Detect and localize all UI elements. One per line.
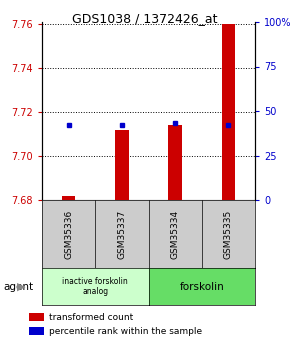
Bar bbox=[115, 130, 128, 200]
Text: GSM35335: GSM35335 bbox=[224, 209, 233, 259]
Bar bbox=[222, 24, 235, 200]
Bar bbox=[62, 196, 75, 200]
Text: ▶: ▶ bbox=[17, 282, 26, 292]
Text: inactive forskolin
analog: inactive forskolin analog bbox=[62, 277, 128, 296]
Bar bbox=[168, 125, 182, 200]
Text: GSM35337: GSM35337 bbox=[117, 209, 126, 259]
Text: transformed count: transformed count bbox=[49, 313, 134, 322]
Text: GDS1038 / 1372426_at: GDS1038 / 1372426_at bbox=[72, 12, 218, 25]
Text: GSM35336: GSM35336 bbox=[64, 209, 73, 259]
Text: percentile rank within the sample: percentile rank within the sample bbox=[49, 327, 202, 336]
Text: forskolin: forskolin bbox=[180, 282, 224, 292]
Text: agent: agent bbox=[3, 282, 33, 292]
Text: GSM35334: GSM35334 bbox=[171, 209, 180, 258]
